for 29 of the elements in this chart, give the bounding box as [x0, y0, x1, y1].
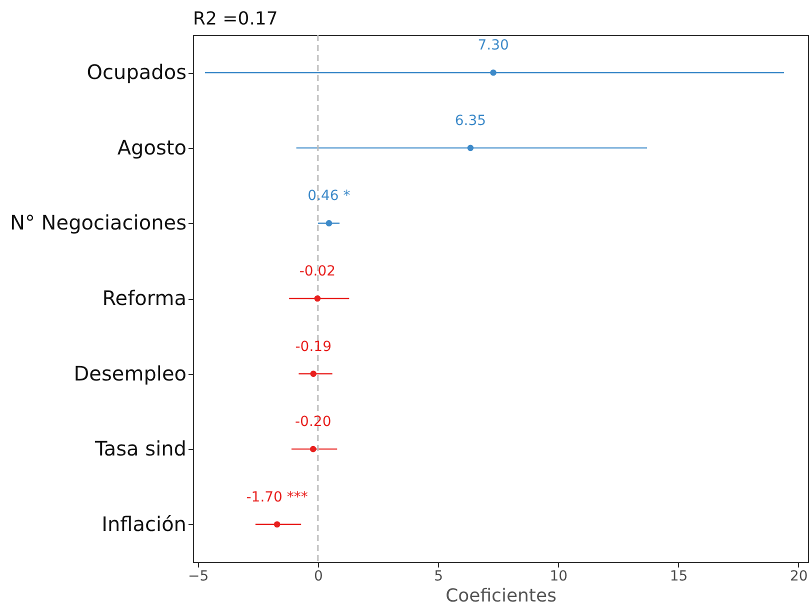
x-tick-label: 15 — [670, 568, 688, 584]
point — [314, 295, 321, 302]
y-tick-label: Tasa sind — [94, 436, 186, 461]
y-tick-label: N° Negociaciones — [10, 210, 186, 235]
point — [467, 144, 474, 152]
x-tick-label: 10 — [550, 568, 568, 584]
y-tick-label: Reforma — [102, 286, 186, 310]
point — [310, 370, 317, 377]
data-label: -0.19 — [295, 338, 332, 355]
x-tick-label: 0 — [314, 568, 323, 584]
data-label: -0.20 — [295, 414, 332, 430]
x-tick-label: 5 — [434, 568, 443, 584]
data-label: 0.46 * — [308, 188, 350, 204]
x-tick-label: 20 — [790, 568, 808, 584]
data-label: 7.30 — [478, 38, 509, 54]
y-tick-label: Inflación — [102, 512, 186, 536]
data-label: -0.02 — [299, 264, 336, 280]
point — [326, 220, 332, 226]
x-tick-label: −5 — [188, 568, 209, 584]
x-axis-title: Coeficientes — [446, 586, 556, 606]
y-tick-label: Desempleo — [74, 361, 186, 386]
point — [310, 446, 316, 452]
y-tick-label: Agosto — [117, 135, 186, 160]
point — [490, 69, 496, 76]
data-label: 6.35 — [454, 112, 486, 129]
data-label: -1.70 *** — [246, 489, 308, 506]
chart-title: R2 =0.17 — [193, 8, 278, 30]
point — [274, 521, 280, 528]
y-tick-label: Ocupados — [86, 60, 186, 84]
